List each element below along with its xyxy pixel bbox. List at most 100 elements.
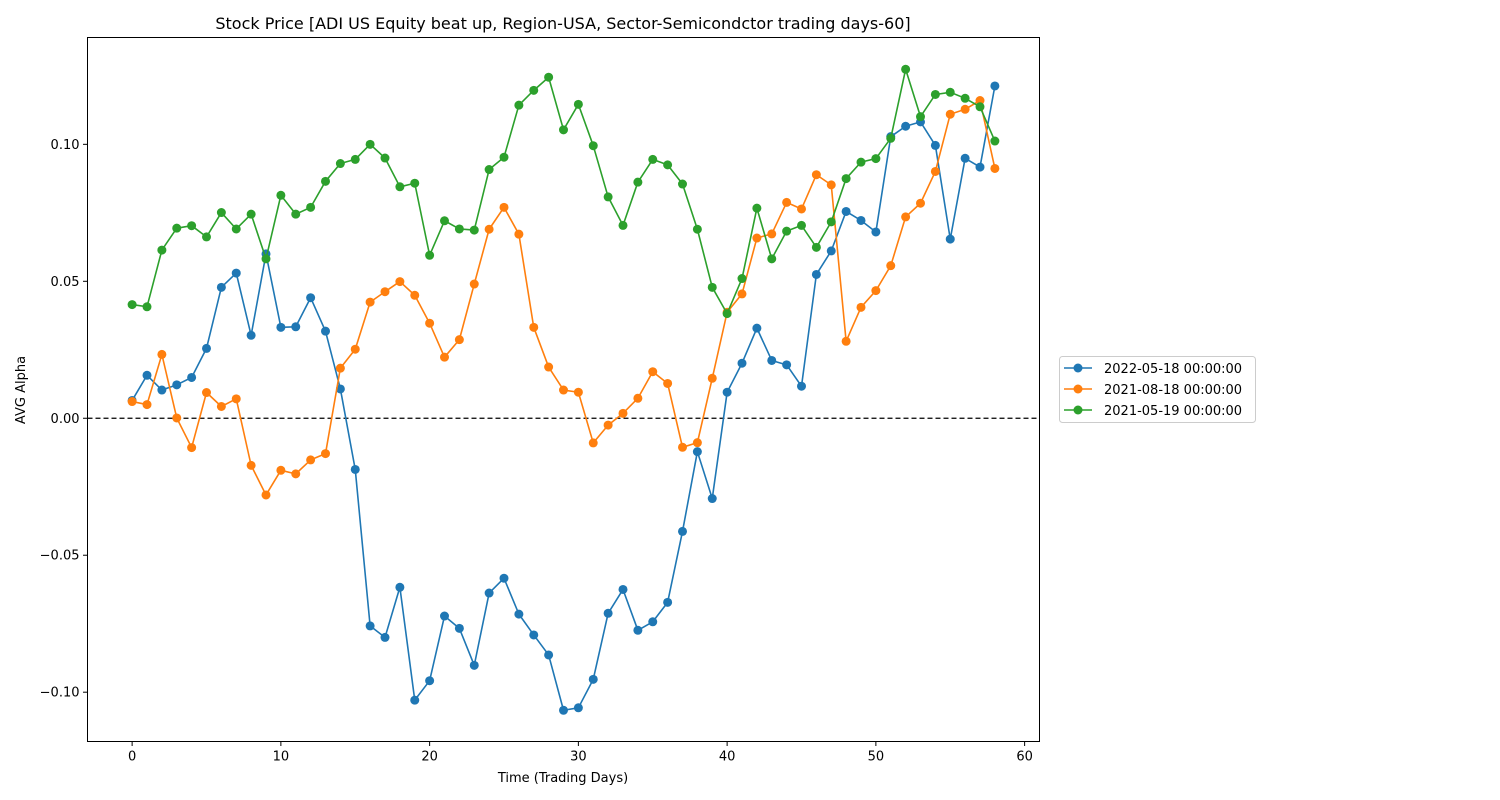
data-point bbox=[945, 234, 955, 244]
data-point bbox=[975, 96, 985, 106]
data-point bbox=[216, 401, 226, 411]
data-point bbox=[276, 190, 286, 200]
data-point bbox=[826, 217, 836, 227]
y-tick-label: 0.10 bbox=[51, 138, 80, 153]
data-point bbox=[663, 378, 673, 388]
data-point bbox=[157, 349, 167, 359]
data-point bbox=[187, 443, 197, 453]
data-point bbox=[321, 176, 330, 186]
y-tick-label: 0.05 bbox=[51, 275, 80, 290]
data-point bbox=[588, 141, 598, 151]
x-tick-label: 30 bbox=[570, 750, 587, 765]
data-point bbox=[142, 370, 152, 380]
data-point bbox=[157, 385, 167, 395]
data-point bbox=[350, 464, 360, 474]
data-point bbox=[930, 89, 940, 99]
data-point bbox=[127, 397, 137, 407]
data-point bbox=[380, 287, 390, 297]
data-point bbox=[484, 165, 494, 175]
data-point bbox=[350, 154, 360, 164]
data-point bbox=[692, 224, 702, 234]
x-tick-label: 0 bbox=[128, 750, 136, 765]
data-point bbox=[306, 293, 316, 303]
data-point bbox=[454, 224, 464, 234]
data-point bbox=[544, 72, 554, 82]
data-point bbox=[871, 154, 881, 164]
y-tick-label: −0.10 bbox=[40, 686, 80, 701]
data-point bbox=[871, 227, 881, 237]
data-point bbox=[901, 64, 911, 74]
data-point bbox=[886, 133, 896, 143]
data-point bbox=[469, 225, 479, 235]
data-point bbox=[930, 166, 940, 176]
data-point bbox=[410, 178, 420, 188]
data-point bbox=[782, 226, 792, 236]
legend-item: 2022-05-18 00:00:00 bbox=[1064, 362, 1242, 377]
y-axis-title: AVG Alpha bbox=[14, 356, 29, 424]
data-point bbox=[187, 372, 197, 382]
data-point bbox=[529, 85, 539, 95]
data-point bbox=[767, 355, 777, 365]
y-tick-label: 0.00 bbox=[51, 412, 80, 427]
data-point bbox=[425, 318, 435, 328]
data-point bbox=[856, 157, 866, 167]
data-point bbox=[172, 413, 182, 423]
x-tick-label: 10 bbox=[273, 750, 290, 765]
data-point bbox=[871, 286, 881, 296]
data-point bbox=[231, 394, 241, 404]
data-point bbox=[960, 93, 970, 103]
data-point bbox=[707, 373, 717, 383]
data-point bbox=[216, 208, 226, 218]
data-point bbox=[633, 177, 643, 187]
data-point bbox=[826, 180, 836, 190]
data-point bbox=[142, 400, 152, 410]
data-point bbox=[603, 608, 613, 618]
data-point bbox=[648, 617, 658, 627]
data-point bbox=[157, 245, 167, 255]
data-point bbox=[202, 388, 211, 398]
data-point bbox=[826, 246, 836, 256]
data-point bbox=[440, 611, 449, 621]
data-point bbox=[841, 336, 851, 346]
data-point bbox=[350, 344, 360, 354]
data-point bbox=[901, 212, 911, 222]
data-point bbox=[425, 676, 435, 686]
data-point bbox=[335, 384, 345, 394]
data-point bbox=[752, 323, 762, 333]
series-2 bbox=[127, 64, 1000, 319]
data-point bbox=[767, 254, 777, 264]
data-point bbox=[380, 632, 390, 642]
data-point bbox=[499, 202, 509, 212]
data-point bbox=[216, 282, 226, 292]
data-point bbox=[559, 705, 568, 715]
legend-marker-1 bbox=[1073, 384, 1083, 394]
data-point bbox=[588, 438, 598, 448]
data-point bbox=[633, 625, 643, 635]
data-point bbox=[484, 224, 494, 234]
data-point bbox=[901, 121, 911, 131]
data-point bbox=[678, 526, 687, 536]
data-point bbox=[678, 442, 687, 452]
chart-title: Stock Price [ADI US Equity beat up, Regi… bbox=[215, 14, 910, 33]
data-point bbox=[975, 102, 985, 112]
data-point bbox=[291, 322, 301, 332]
data-point bbox=[603, 192, 613, 202]
data-point bbox=[722, 309, 732, 319]
data-point bbox=[990, 136, 1000, 146]
x-tick-label: 20 bbox=[421, 750, 438, 765]
data-point bbox=[529, 322, 539, 332]
data-point bbox=[752, 203, 762, 213]
data-point bbox=[573, 99, 583, 109]
x-tick-label: 60 bbox=[1016, 750, 1033, 765]
data-point bbox=[841, 174, 851, 184]
data-point bbox=[588, 674, 598, 684]
legend-box bbox=[1059, 356, 1256, 423]
data-point bbox=[514, 609, 524, 619]
data-point bbox=[990, 163, 1000, 173]
data-point bbox=[573, 703, 583, 713]
data-point bbox=[811, 170, 821, 180]
plot-frame bbox=[87, 37, 1040, 742]
data-point bbox=[276, 465, 286, 475]
data-point bbox=[856, 215, 866, 225]
